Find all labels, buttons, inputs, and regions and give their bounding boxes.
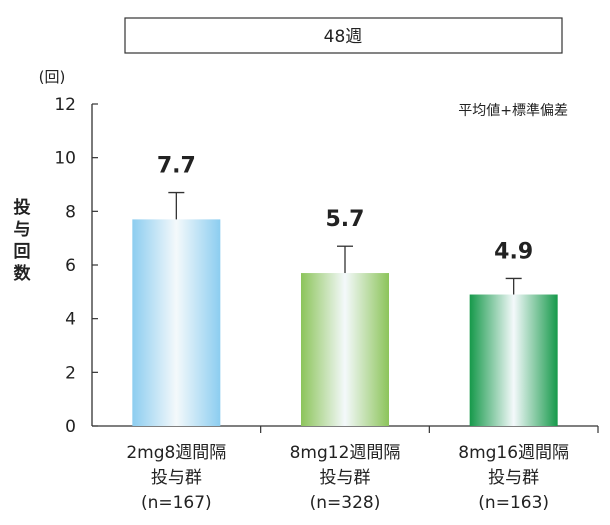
stats-note: 平均値+標準偏差 [458,103,568,119]
y-tick-label: 10 [54,149,76,169]
header-label: 48週 [324,27,363,47]
category-label: 8mg12週間隔 [290,443,401,463]
category-label: 投与群 [151,468,202,488]
unit-label: (回) [39,68,66,86]
bar [132,219,221,426]
category-label: 投与群 [320,468,371,488]
header-box [124,17,563,54]
bar [469,294,558,426]
y-tick-label: 0 [65,417,76,437]
y-tick-label: 8 [65,202,76,222]
value-label: 7.7 [157,154,196,179]
y-tick-label: 12 [54,95,76,115]
category-label: (n=328) [310,493,381,513]
value-label: 5.7 [326,207,365,232]
y-axis-title-char: 数 [14,263,32,284]
bars [132,191,558,426]
category-label: (n=167) [141,493,212,513]
value-label: 4.9 [494,239,533,264]
y-tick-label: 4 [65,310,76,330]
y-tick-label: 2 [65,363,76,383]
labels: 7.72mg8週間隔投与群(n=167)5.78mg12週間隔投与群(n=328… [126,154,569,513]
y-axis-title: 投与回数 [14,197,32,284]
category-label: 8mg16週間隔 [458,443,569,463]
bar [301,273,389,426]
y-tick-label: 6 [65,256,76,276]
y-axis-title-char: 回 [14,242,31,262]
y-axis-title-char: 投 [14,197,31,218]
y-axis-title-char: 与 [14,220,31,240]
category-label: (n=163) [478,493,549,513]
category-label: 投与群 [488,468,539,488]
category-label: 2mg8週間隔 [126,443,226,463]
